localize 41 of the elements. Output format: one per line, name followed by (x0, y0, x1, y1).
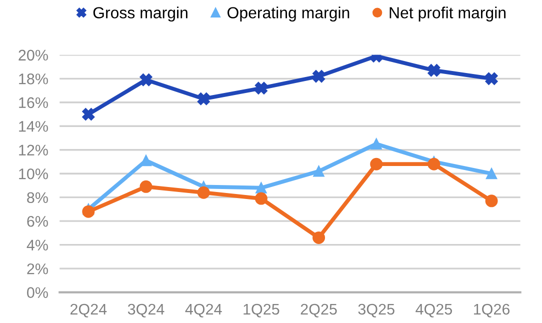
point (197, 186, 210, 199)
y-tick-label: 10% (19, 168, 48, 180)
y-tick-label: 18% (19, 74, 48, 84)
x-tick-label: 2Q25 (300, 304, 337, 318)
point (313, 166, 324, 177)
point (82, 205, 95, 218)
x-tick-label: 4Q24 (185, 304, 222, 318)
x-tick-label: 1Q25 (244, 304, 280, 318)
point (254, 82, 268, 94)
legend-label: Gross margin (93, 6, 188, 22)
point (140, 74, 152, 86)
point (370, 158, 383, 170)
legend-label: Operating margin (228, 6, 350, 22)
point (312, 70, 326, 83)
point (370, 138, 382, 150)
y-tick-label: 8% (27, 192, 48, 204)
y-tick-label: 16% (19, 97, 48, 108)
y-tick-label: 14% (19, 121, 48, 132)
y-tick-label: 2% (27, 263, 48, 274)
point (256, 182, 267, 194)
y-tick-label: 4% (26, 240, 48, 250)
point (140, 180, 152, 193)
y-tick-label: 12% (19, 144, 48, 156)
legend-label: Net profit margin (390, 6, 506, 22)
point (82, 108, 95, 121)
x-tick-label: 2Q24 (70, 304, 107, 318)
point (312, 231, 326, 244)
x-tick-label: 1Q26 (474, 304, 510, 318)
y-tick-label: 20% (18, 50, 48, 61)
point (428, 64, 440, 77)
x-tick-label: 4Q25 (416, 304, 452, 318)
x-tick-label: 3Q24 (128, 304, 164, 318)
x-tick-label: 3Q25 (358, 304, 394, 318)
point (485, 194, 498, 208)
point (254, 192, 268, 205)
point (197, 92, 210, 106)
y-tick-label: 0% (27, 287, 48, 298)
y-tick-label: 6% (27, 216, 48, 227)
point (486, 168, 498, 180)
point (428, 158, 440, 170)
point (485, 72, 498, 85)
